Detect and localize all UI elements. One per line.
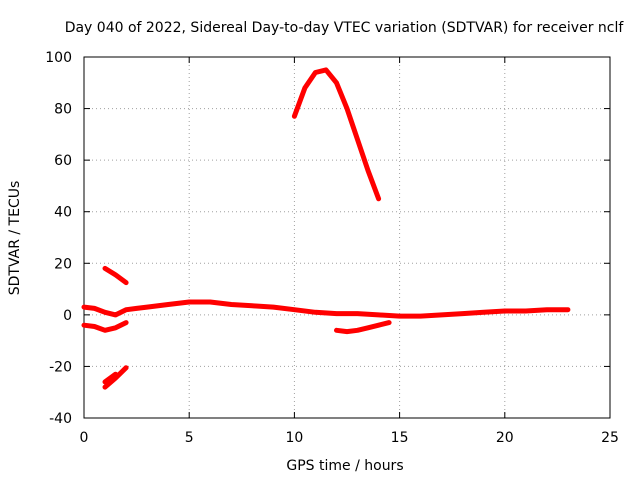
x-axis-label: GPS time / hours — [286, 458, 403, 474]
x-tick-label: 20 — [496, 430, 514, 446]
x-tick-label: 10 — [285, 430, 303, 446]
sdtvar-chart: Day 040 of 2022, Sidereal Day-to-day VTE… — [0, 0, 640, 480]
x-tick-label: 15 — [391, 430, 409, 446]
tick-layer: 0 5 10 15 20 25 -40 -20 0 20 40 60 80 100 — [45, 50, 619, 446]
y-tick-label: 0 — [63, 308, 72, 324]
x-tick-label: 5 — [185, 430, 194, 446]
x-tick-label: 0 — [80, 430, 89, 446]
series-arc-main — [84, 302, 568, 316]
x-tick-label: 25 — [601, 430, 619, 446]
y-tick-label: 80 — [54, 102, 72, 118]
y-tick-label: -20 — [49, 359, 72, 375]
y-tick-label: 20 — [54, 256, 72, 272]
chart-container: Day 040 of 2022, Sidereal Day-to-day VTE… — [0, 0, 640, 480]
series-arc-neg-left — [84, 323, 126, 331]
series-arc-peak — [294, 70, 378, 199]
series-arc-descending — [105, 268, 126, 282]
y-tick-label: -40 — [49, 411, 72, 427]
series-layer — [84, 70, 568, 387]
chart-title: Day 040 of 2022, Sidereal Day-to-day VTE… — [65, 20, 625, 36]
y-tick-label: 60 — [54, 153, 72, 169]
series-arc-neg-mid — [337, 323, 390, 332]
y-tick-label: 40 — [54, 205, 72, 221]
y-axis-label: SDTVAR / TECUs — [7, 181, 23, 296]
y-tick-label: 100 — [45, 50, 72, 66]
